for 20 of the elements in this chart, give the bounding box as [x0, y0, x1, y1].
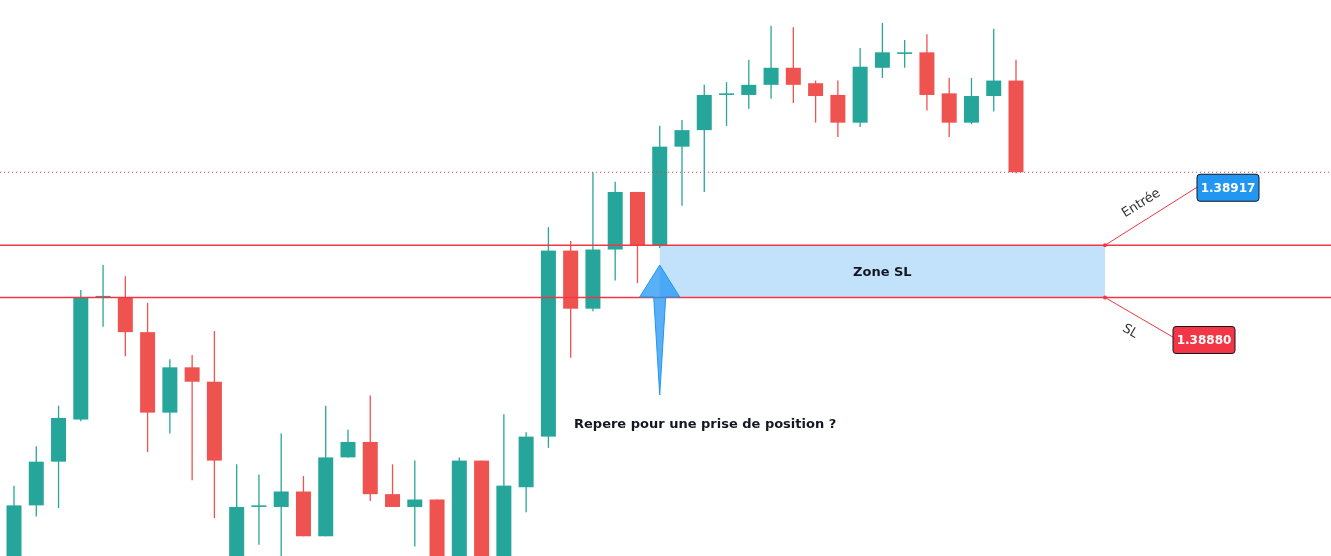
candlestick [385, 463, 401, 508]
band-label: Zone SL [853, 263, 912, 279]
candlestick [407, 459, 423, 548]
candlestick [763, 25, 779, 100]
candlestick [874, 22, 890, 79]
candlestick [184, 354, 200, 481]
candlestick [340, 429, 356, 459]
candlestick [897, 39, 913, 69]
candlestick [741, 59, 757, 110]
ref-line-label: SL [1120, 320, 1142, 342]
candlestick [674, 119, 690, 207]
annotation: Repere pour une prise de position ? [574, 415, 837, 431]
candlestick [785, 26, 801, 104]
candlestick [251, 473, 267, 546]
text: 1.38880 [1176, 333, 1232, 348]
candlestick [719, 81, 735, 127]
text: 1.38917 [1200, 180, 1256, 195]
candlestick [273, 432, 289, 556]
candlestick [986, 28, 1002, 113]
candlestick [808, 79, 824, 124]
